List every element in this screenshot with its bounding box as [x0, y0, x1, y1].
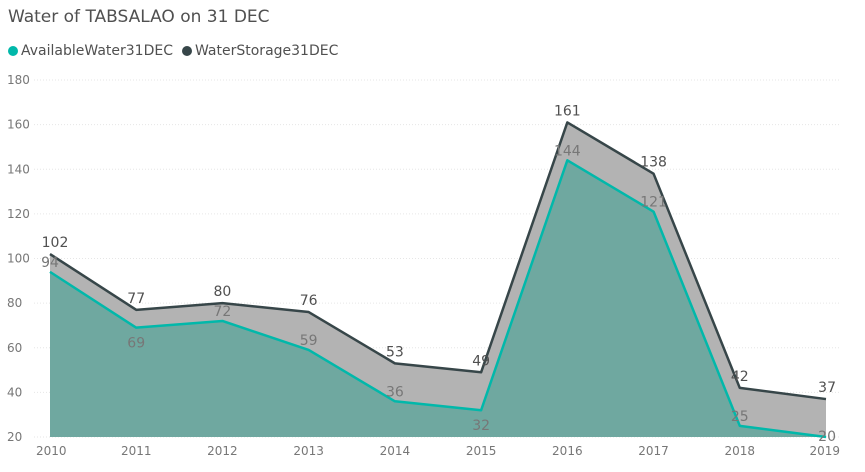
storage-line: [49, 121, 827, 401]
legend-label-available: AvailableWater31DEC: [21, 43, 173, 59]
storage-data-label: 42: [731, 369, 749, 385]
available-data-label: 121: [640, 195, 667, 211]
x-tick-label: 2016: [552, 444, 583, 458]
legend-label-storage: WaterStorage31DEC: [194, 43, 339, 59]
x-tick-label: 2015: [466, 444, 497, 458]
available-line: [49, 159, 827, 439]
x-tick-label: 2017: [638, 444, 669, 458]
available-data-label: 59: [300, 333, 318, 349]
available-data-label: 32: [472, 418, 490, 434]
legend-item-available[interactable]: AvailableWater31DEC: [8, 43, 173, 59]
chart-legend: AvailableWater31DEC WaterStorage31DEC: [8, 43, 347, 59]
legend-item-storage[interactable]: WaterStorage31DEC: [181, 43, 339, 59]
available-data-label: 69: [127, 336, 145, 352]
available-data-label: 72: [214, 304, 232, 320]
y-tick-label: 80: [7, 296, 22, 310]
x-tick-label: 2014: [380, 444, 411, 458]
storage-data-label: 53: [386, 344, 404, 360]
storage-data-label: 37: [818, 380, 836, 396]
x-tick-label: 2012: [207, 444, 238, 458]
legend-dot-available: [8, 46, 18, 56]
y-tick-label: 120: [7, 207, 30, 221]
y-tick-label: 180: [7, 73, 30, 87]
storage-data-label: 49: [472, 353, 490, 369]
available-data-label: 94: [41, 255, 59, 271]
y-tick-label: 140: [7, 162, 30, 176]
chart-title: Water of TABSALAO on 31 DEC: [8, 7, 270, 27]
available-data-label: 36: [386, 384, 404, 400]
x-tick-label: 2011: [121, 444, 152, 458]
y-tick-label: 60: [7, 341, 22, 355]
storage-data-label: 76: [300, 293, 318, 309]
x-tick-label: 2019: [809, 444, 840, 458]
y-tick-label: 40: [7, 385, 22, 399]
y-tick-label: 160: [7, 118, 30, 132]
available-area: [50, 160, 826, 437]
available-data-label: 25: [731, 409, 749, 425]
storage-data-label: 102: [42, 235, 69, 251]
storage-data-label: 161: [554, 103, 581, 119]
available-data-label: 144: [554, 143, 581, 159]
y-tick-label: 100: [7, 252, 30, 266]
x-tick-label: 2010: [36, 444, 67, 458]
x-tick-label: 2013: [293, 444, 324, 458]
available-data-label: 20: [818, 429, 836, 445]
x-tick-label: 2018: [725, 444, 756, 458]
storage-data-label: 77: [127, 291, 145, 307]
storage-data-label: 138: [640, 155, 667, 171]
storage-data-label: 80: [214, 284, 232, 300]
legend-dot-storage: [181, 46, 192, 56]
y-tick-label: 20: [7, 430, 22, 444]
